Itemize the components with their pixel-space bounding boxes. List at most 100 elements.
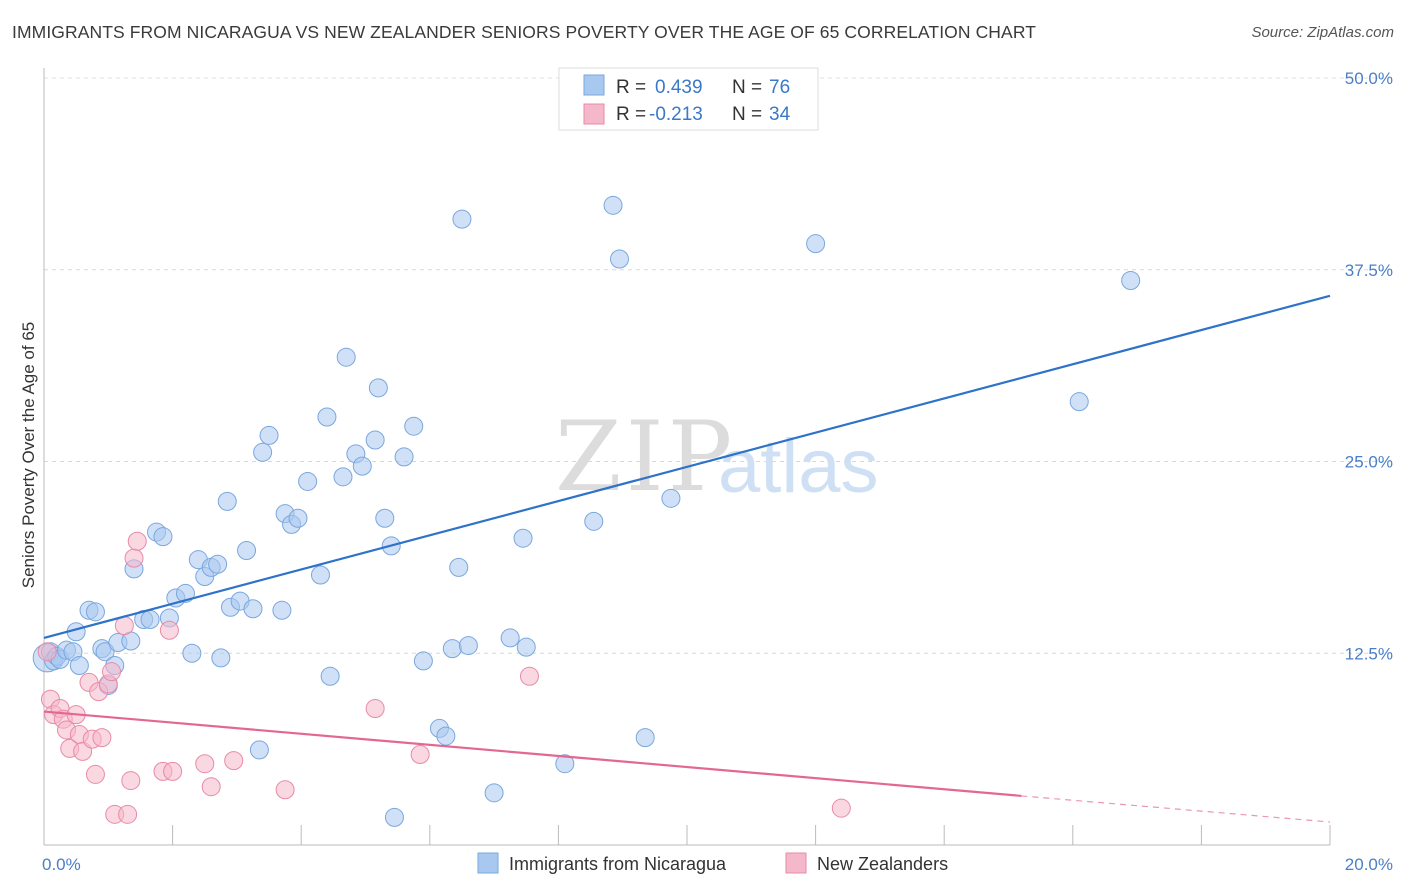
legend-r-label-1: R = [616,77,646,98]
point-nicaragua-62 [449,557,469,577]
point-nicaragua-58 [413,651,433,671]
point-newzealanders-33 [37,642,57,662]
point-nicaragua-74 [661,488,681,508]
point-nicaragua-31 [217,491,237,511]
bottom-legend-label-newzealanders: New Zealanders [817,854,948,874]
bottom-legend-swatch-newzealanders [785,852,807,874]
trend-line-newzealanders [43,710,1022,798]
point-nicaragua-21 [153,527,173,547]
point-newzealanders-15 [102,662,122,682]
watermark: ZIP atlas [555,401,879,513]
point-nicaragua-37 [253,442,273,462]
point-newzealanders-29 [365,698,385,718]
point-nicaragua-39 [272,600,292,620]
point-nicaragua-77 [1121,270,1141,290]
trend-lines [43,294,1331,823]
series-newzealanders-points [37,531,851,824]
bottom-legend-swatch-nicaragua [477,852,499,874]
point-nicaragua-12 [95,642,115,662]
y-tick-label-1: 25.0% [1345,453,1393,472]
point-nicaragua-47 [333,467,353,487]
stats-legend: R = 0.439 N = 76 R = -0.213 N = 34 [558,67,819,131]
point-nicaragua-48 [336,347,356,367]
point-newzealanders-13 [92,728,112,748]
point-newzealanders-11 [85,764,105,784]
legend-n-label-2: N = [732,104,762,125]
legend-n-value-2: 34 [769,104,791,125]
point-newzealanders-24 [163,761,183,781]
point-nicaragua-72 [609,249,629,269]
y-tick-label-0: 12.5% [1345,644,1393,663]
x-tick-label-0: 0.0% [42,855,81,874]
point-nicaragua-29 [208,554,228,574]
point-nicaragua-64 [458,636,478,656]
point-newzealanders-20 [124,548,144,568]
point-nicaragua-25 [182,643,202,663]
point-nicaragua-45 [320,666,340,686]
point-nicaragua-56 [394,447,414,467]
point-nicaragua-76 [1069,392,1089,412]
y-tick-label-2: 37.5% [1345,261,1393,280]
grid-lines [44,77,1395,654]
point-nicaragua-70 [584,511,604,531]
point-nicaragua-38 [259,425,279,445]
point-nicaragua-10 [85,602,105,622]
point-newzealanders-18 [118,804,138,824]
chart-title: IMMIGRANTS FROM NICARAGUA VS NEW ZEALAND… [12,22,1037,42]
point-nicaragua-8 [69,656,89,676]
point-nicaragua-68 [513,528,533,548]
point-nicaragua-30 [211,648,231,668]
legend-r-value-1: 0.439 [655,77,703,98]
point-nicaragua-50 [352,456,372,476]
point-nicaragua-69 [555,754,575,774]
legend-r-value-2: -0.213 [649,104,703,125]
point-newzealanders-27 [224,751,244,771]
point-newzealanders-26 [201,777,221,797]
legend-swatch-nicaragua [583,74,605,96]
point-nicaragua-34 [237,540,257,560]
point-nicaragua-53 [375,508,395,528]
point-nicaragua-35 [243,599,263,619]
point-newzealanders-19 [121,771,141,791]
legend-swatch-newzealanders [583,103,605,125]
point-nicaragua-43 [298,471,318,491]
y-tick-label-3: 50.0% [1345,69,1393,88]
point-nicaragua-52 [368,378,388,398]
point-nicaragua-73 [635,728,655,748]
point-nicaragua-19 [140,610,160,630]
y-axis-label: Seniors Poverty Over the Age of 65 [19,322,38,588]
point-nicaragua-46 [317,407,337,427]
legend-n-value-1: 76 [769,77,790,98]
point-nicaragua-51 [365,430,385,450]
axes [43,68,1331,846]
bottom-legend-label-nicaragua: Immigrants from Nicaragua [509,854,727,874]
point-nicaragua-55 [384,807,404,827]
point-nicaragua-60 [436,726,456,746]
point-nicaragua-63 [452,209,472,229]
watermark-zip: ZIP [555,401,736,513]
point-newzealanders-28 [275,780,295,800]
trend-line-nicaragua [43,294,1331,639]
point-nicaragua-71 [603,195,623,215]
point-newzealanders-25 [195,754,215,774]
point-nicaragua-66 [500,628,520,648]
series-legend: Immigrants from Nicaragua New Zealanders [477,852,948,874]
point-newzealanders-21 [127,531,147,551]
legend-r-label-2: R = [616,104,646,125]
point-newzealanders-23 [159,620,179,640]
point-newzealanders-30 [410,744,430,764]
x-tick-label-1: 20.0% [1345,855,1393,874]
point-nicaragua-44 [310,565,330,585]
trend-line-ext-newzealanders [1021,795,1331,823]
point-nicaragua-24 [175,583,195,603]
point-newzealanders-31 [519,666,539,686]
legend-n-label-1: N = [732,77,762,98]
point-nicaragua-67 [516,637,536,657]
point-newzealanders-32 [831,798,851,818]
source-label: Source: ZipAtlas.com [1251,24,1394,41]
point-nicaragua-36 [249,740,269,760]
point-nicaragua-42 [288,508,308,528]
point-nicaragua-75 [806,234,826,254]
point-nicaragua-61 [442,639,462,659]
